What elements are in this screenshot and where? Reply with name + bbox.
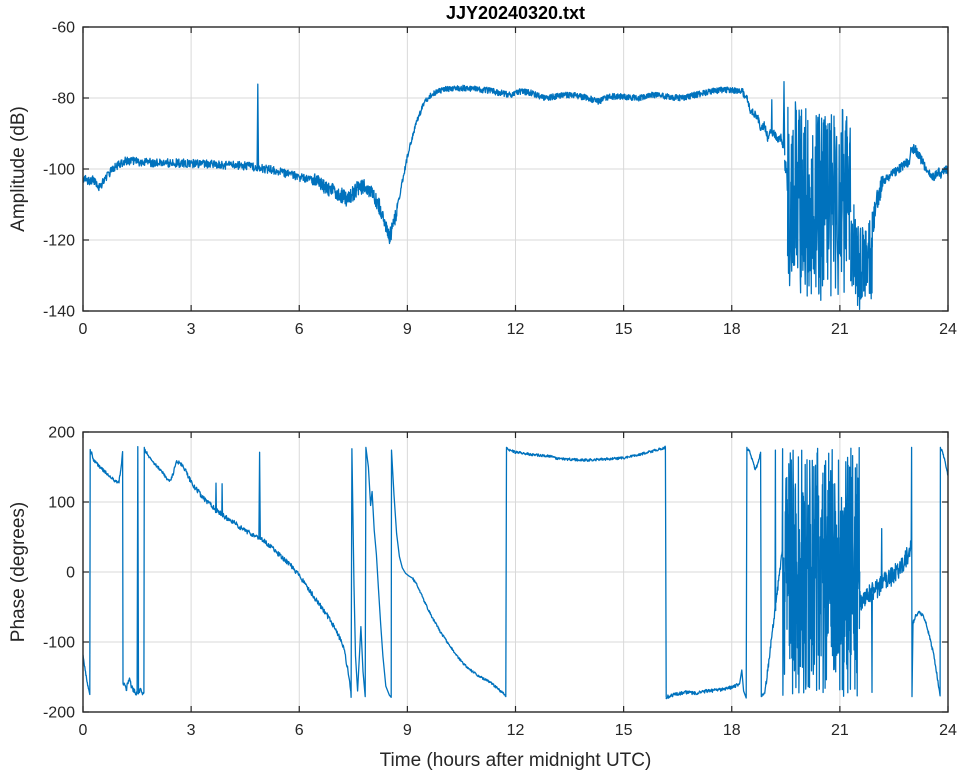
phase-axis-label: Phase (degrees) [8, 502, 29, 642]
amplitude-vs-time-trace [83, 81, 948, 311]
y-tick-label: -140 [43, 304, 75, 321]
y-tick-label: 100 [48, 495, 75, 512]
x-tick-label: 3 [187, 321, 196, 338]
tick-marks [82, 431, 949, 713]
x-tick-label: 24 [939, 321, 957, 338]
axes-box [82, 26, 949, 312]
x-tick-label: 9 [403, 321, 412, 338]
x-tick-label: 12 [507, 722, 525, 739]
figure-title: JJY20240320.txt [446, 3, 585, 23]
y-tick-label: -200 [43, 705, 75, 722]
time-axis-label: Time (hours after midnight UTC) [380, 750, 652, 771]
x-tick-label: 21 [831, 321, 849, 338]
x-tick-label: 18 [723, 722, 741, 739]
y-tick-label: -80 [52, 91, 75, 108]
x-tick-label: 6 [295, 321, 304, 338]
amplitude-subplot: 0 3 6 9 12 15 18 21 24 -140 -120 -100 -80 -60 [43, 20, 957, 339]
x-tick-label: 21 [831, 722, 849, 739]
tick-labels: 0 3 6 9 12 15 18 21 24 -140 -120 -100 -80 -60 [43, 20, 957, 339]
x-tick-label: 0 [79, 321, 88, 338]
phase-vs-time-trace [83, 445, 948, 700]
y-tick-label: -60 [52, 20, 75, 37]
x-tick-label: 15 [615, 321, 633, 338]
tick-marks [82, 26, 949, 312]
x-tick-label: 9 [403, 722, 412, 739]
y-tick-label: -100 [43, 162, 75, 179]
x-tick-label: 15 [615, 722, 633, 739]
x-tick-label: 12 [507, 321, 525, 338]
y-tick-label: -120 [43, 233, 75, 250]
y-tick-label: 0 [66, 565, 75, 582]
phase-subplot: 0 3 6 9 12 15 18 21 24 -200 -100 0 100 200 [43, 425, 957, 740]
x-tick-label: 24 [939, 722, 957, 739]
x-tick-label: 0 [79, 722, 88, 739]
x-tick-label: 3 [187, 722, 196, 739]
axes-box [82, 431, 949, 713]
x-tick-label: 18 [723, 321, 741, 338]
amplitude-axis-label: Amplitude (dB) [8, 106, 29, 232]
y-tick-label: -100 [43, 635, 75, 652]
tick-labels: 0 3 6 9 12 15 18 21 24 -200 -100 0 100 200 [43, 425, 957, 740]
y-tick-label: 200 [48, 425, 75, 442]
x-tick-label: 6 [295, 722, 304, 739]
